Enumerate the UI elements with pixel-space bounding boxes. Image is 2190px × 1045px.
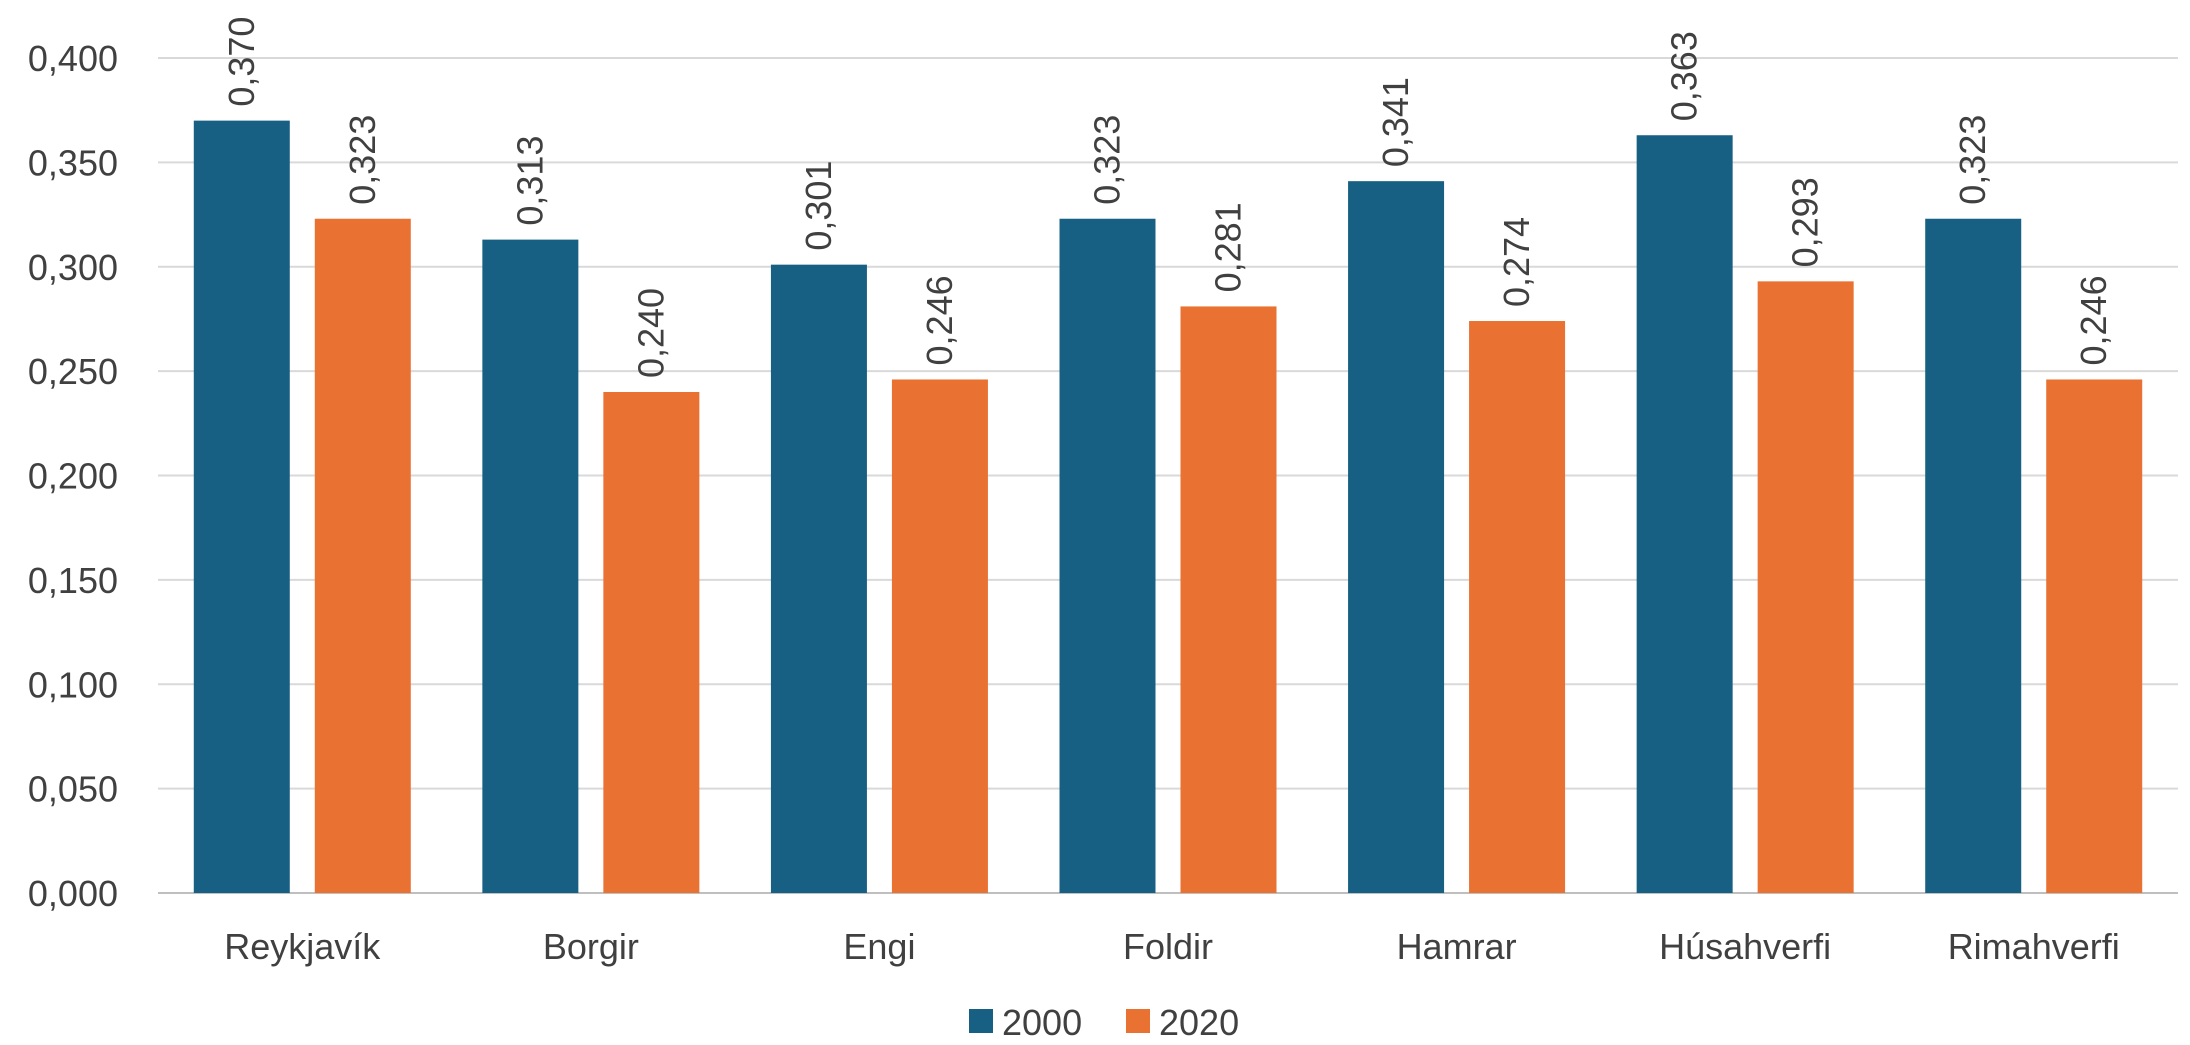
legend-label-2020: 2020	[1159, 1002, 1239, 1043]
x-tick-label: Rimahverfi	[1948, 926, 2120, 967]
x-tick-label: Foldir	[1123, 926, 1213, 967]
data-label: 0,274	[1496, 217, 1537, 307]
bar-2000-0	[193, 120, 290, 893]
data-label: 0,301	[798, 161, 839, 251]
y-tick-label: 0,250	[28, 351, 118, 392]
data-label: 0,323	[1087, 115, 1128, 205]
data-label: 0,370	[221, 17, 262, 107]
bar-2020-4	[1469, 321, 1566, 893]
bar-2000-4	[1348, 181, 1445, 894]
bar-2000-5	[1636, 135, 1733, 894]
y-tick-label: 0,200	[28, 456, 118, 497]
bar-2020-0	[314, 218, 411, 894]
data-labels: 0,370 0,323 0,313 0,240 0,301 0,246 0,323 0,281…	[221, 17, 2114, 378]
data-label: 0,323	[342, 115, 383, 205]
x-tick-label: Reykjavík	[224, 926, 381, 967]
data-label: 0,313	[509, 136, 550, 226]
bar-2000-1	[482, 239, 579, 894]
x-axis: Reykjavík Borgir Engi Foldir Hamrar Húsahverf…	[224, 926, 2119, 967]
y-tick-label: 0,100	[28, 664, 118, 705]
data-label: 0,246	[2073, 275, 2114, 365]
legend-label-2000: 2000	[1002, 1002, 1082, 1043]
bar-2000-3	[1059, 218, 1156, 894]
data-label: 0,323	[1952, 115, 1993, 205]
gridlines	[158, 57, 2178, 894]
x-tick-label: Engi	[843, 926, 915, 967]
y-tick-label: 0,150	[28, 560, 118, 601]
x-tick-label: Húsahverfi	[1659, 926, 1831, 967]
bar-2020-6	[2046, 379, 2143, 894]
data-label: 0,341	[1375, 77, 1416, 167]
y-tick-label: 0,000	[28, 873, 118, 914]
bars	[193, 120, 2143, 894]
legend-swatch-2020	[1126, 1009, 1150, 1033]
legend: 2000 2020	[969, 1002, 1239, 1043]
data-label: 0,363	[1664, 31, 1705, 121]
data-label: 0,240	[630, 288, 671, 378]
y-tick-label: 0,300	[28, 247, 118, 288]
data-label: 0,281	[1208, 202, 1249, 292]
bar-2020-2	[891, 379, 988, 894]
y-axis: 0,000 0,050 0,100 0,150 0,200 0,250 0,300 0,350…	[28, 38, 118, 914]
data-label: 0,293	[1785, 177, 1826, 267]
y-tick-label: 0,350	[28, 142, 118, 183]
y-tick-label: 0,050	[28, 769, 118, 810]
legend-swatch-2000	[969, 1009, 993, 1033]
y-tick-label: 0,400	[28, 38, 118, 79]
bar-2020-3	[1180, 306, 1277, 894]
x-tick-label: Hamrar	[1397, 926, 1517, 967]
bar-2000-6	[1925, 218, 2022, 894]
bar-2020-5	[1757, 281, 1854, 893]
x-tick-label: Borgir	[543, 926, 639, 967]
bar-2000-2	[770, 264, 867, 894]
data-label: 0,246	[919, 275, 960, 365]
bar-2020-1	[603, 392, 700, 893]
